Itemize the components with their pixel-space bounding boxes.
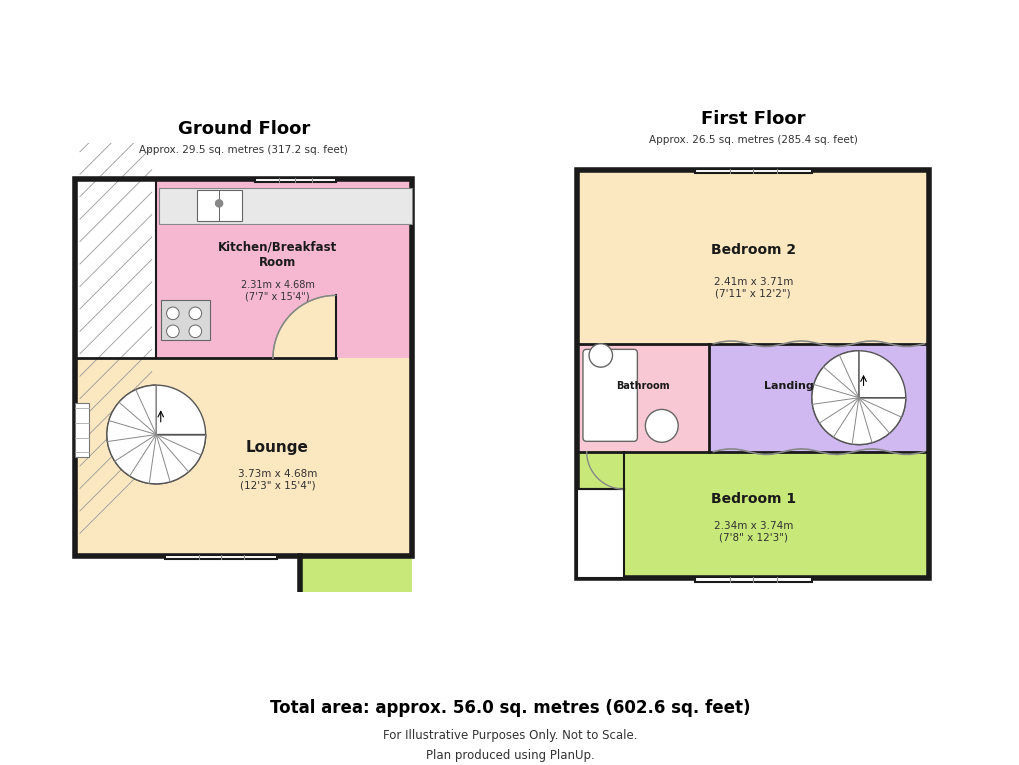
FancyBboxPatch shape: [583, 350, 637, 441]
Circle shape: [166, 325, 179, 337]
Circle shape: [166, 307, 179, 320]
Bar: [577, 170, 928, 578]
Bar: [75, 179, 156, 358]
Bar: [577, 343, 708, 451]
Circle shape: [189, 307, 202, 320]
Text: 2.41m x 3.71m
(7'11" x 12'2"): 2.41m x 3.71m (7'11" x 12'2"): [713, 277, 792, 298]
Text: Ground Floor: Ground Floor: [177, 120, 310, 138]
Bar: [75, 179, 412, 555]
Text: Approx. 26.5 sq. metres (285.4 sq. feet): Approx. 26.5 sq. metres (285.4 sq. feet): [648, 135, 857, 145]
Text: For Illustrative Purposes Only. Not to Scale.: For Illustrative Purposes Only. Not to S…: [382, 730, 637, 742]
Text: Landing: Landing: [763, 381, 812, 391]
Text: 2.34m x 3.74m
(7'8" x 12'3"): 2.34m x 3.74m (7'8" x 12'3"): [713, 521, 792, 542]
Bar: [708, 343, 928, 451]
Text: Bedroom 1: Bedroom 1: [710, 492, 795, 506]
Text: Kitchen/Breakfast
Room: Kitchen/Breakfast Room: [218, 241, 336, 269]
Text: Total area: approx. 56.0 sq. metres (602.6 sq. feet): Total area: approx. 56.0 sq. metres (602…: [269, 698, 750, 717]
Text: Plan produced using PlanUp.: Plan produced using PlanUp.: [425, 749, 594, 761]
Text: 3.73m x 4.68m
(12'3" x 15'4"): 3.73m x 4.68m (12'3" x 15'4"): [237, 469, 317, 490]
Bar: [694, 578, 811, 581]
Wedge shape: [811, 351, 905, 444]
Bar: [161, 300, 210, 340]
Text: Bedroom 2: Bedroom 2: [710, 243, 795, 257]
Text: First Floor: First Floor: [700, 109, 805, 128]
Bar: [694, 169, 811, 174]
Bar: [577, 451, 928, 578]
Bar: [165, 555, 277, 559]
Circle shape: [189, 325, 202, 337]
Text: Bathroom: Bathroom: [615, 381, 669, 391]
Bar: [300, 555, 412, 610]
Text: Lounge: Lounge: [246, 441, 309, 455]
Circle shape: [107, 385, 206, 484]
Circle shape: [215, 200, 222, 207]
Bar: [577, 170, 928, 343]
Circle shape: [811, 351, 905, 444]
Bar: [255, 177, 335, 182]
Circle shape: [645, 409, 678, 442]
Text: 2.31m x 4.68m
(7'7" x 15'4"): 2.31m x 4.68m (7'7" x 15'4"): [240, 280, 314, 301]
Polygon shape: [273, 295, 335, 358]
Bar: [197, 190, 242, 221]
Bar: [75, 358, 412, 555]
Text: Approx. 29.5 sq. metres (317.2 sq. feet): Approx. 29.5 sq. metres (317.2 sq. feet): [140, 145, 347, 155]
Bar: [577, 489, 624, 578]
Bar: [156, 179, 412, 358]
Bar: [75, 403, 89, 457]
Polygon shape: [586, 451, 624, 489]
Wedge shape: [107, 385, 206, 484]
Circle shape: [589, 343, 612, 367]
Bar: [158, 187, 412, 223]
